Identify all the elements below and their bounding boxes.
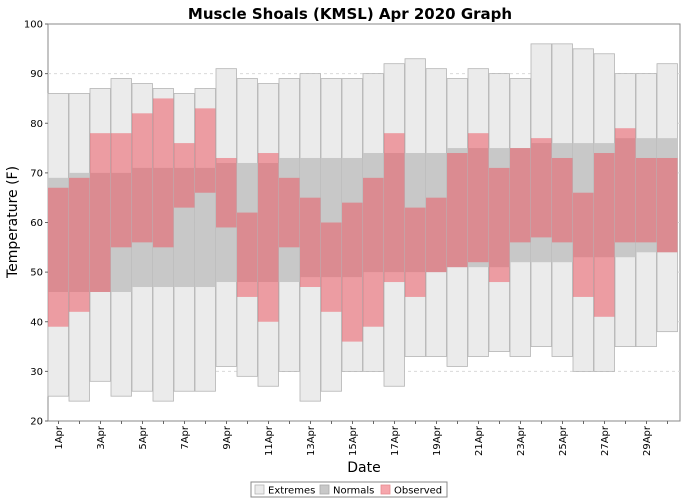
x-tick-label: 5Apr [138, 425, 149, 450]
x-tick-label: 1Apr [54, 425, 65, 450]
observed-bar [615, 128, 636, 243]
observed-bar [195, 108, 216, 193]
observed-bar [657, 157, 678, 253]
y-axis-title: Temperature (F) [5, 166, 21, 279]
observed-bar [321, 222, 342, 312]
observed-bar [468, 133, 489, 263]
observed-bar [300, 197, 321, 288]
y-tick-label: 40 [30, 317, 43, 328]
observed-bar [594, 153, 615, 317]
x-tick-label: 19Apr [432, 425, 443, 456]
observed-bar [489, 167, 510, 283]
x-tick-label: 3Apr [96, 425, 107, 450]
x-tick-label: 29Apr [642, 425, 653, 456]
normals-bar [195, 167, 216, 288]
observed-bar [552, 157, 573, 243]
observed-bar [447, 153, 468, 268]
legend-swatch-observed [380, 484, 391, 495]
x-tick-label: 23Apr [516, 425, 527, 456]
observed-bar [405, 207, 426, 297]
x-tick-label: 21Apr [474, 425, 485, 456]
x-tick-label: 15Apr [348, 425, 359, 456]
observed-bar [573, 192, 594, 297]
x-tick-label: 13Apr [306, 425, 317, 456]
chart-title: Muscle Shoals (KMSL) Apr 2020 Graph [188, 5, 512, 23]
observed-bar [342, 202, 363, 342]
y-tick-label: 70 [30, 168, 43, 179]
y-axis-ticks: 20 30 40 50 60 70 80 90 100 [24, 20, 48, 428]
observed-bar [258, 153, 279, 322]
observed-bar [153, 98, 174, 248]
observed-bar [426, 197, 447, 273]
x-tick-label: 11Apr [264, 425, 275, 456]
x-tick-label: 9Apr [222, 425, 233, 450]
legend-swatch-extremes [254, 484, 265, 495]
legend-label-normals: Normals [333, 486, 374, 497]
y-tick-label: 90 [30, 69, 43, 80]
observed-bar [531, 138, 552, 238]
y-tick-label: 100 [24, 20, 43, 31]
observed-bar [237, 212, 258, 297]
observed-bar [384, 133, 405, 283]
x-axis-ticks: 1Apr 3Apr 5Apr 7Apr 9Apr 11Apr 13Apr 15Apr 17Apr… [54, 421, 668, 456]
observed-bar [636, 157, 657, 243]
observed-bar [174, 143, 195, 208]
observed-bars [48, 98, 678, 342]
legend-label-observed: Observed [394, 486, 442, 497]
legend-box [250, 481, 448, 498]
observed-bar [48, 187, 69, 327]
legend: Extremes Normals Observed [250, 481, 448, 498]
legend-swatch-normals [319, 484, 330, 495]
y-tick-label: 30 [30, 367, 43, 378]
observed-bar [90, 133, 111, 292]
observed-bar [132, 113, 153, 243]
x-tick-label: 17Apr [390, 425, 401, 456]
observed-bar [216, 157, 237, 228]
x-tick-label: 27Apr [600, 425, 611, 456]
x-tick-label: 25Apr [558, 425, 569, 456]
y-tick-label: 60 [30, 218, 43, 229]
observed-bar [69, 177, 90, 312]
observed-bar [510, 148, 531, 243]
observed-bar [279, 177, 300, 248]
observed-bar [111, 133, 132, 248]
legend-label-extremes: Extremes [268, 486, 315, 497]
y-tick-label: 20 [30, 417, 43, 428]
x-axis-title: Date [347, 460, 380, 476]
observed-bar [363, 177, 384, 327]
x-tick-label: 7Apr [180, 425, 191, 450]
y-tick-label: 80 [30, 119, 43, 130]
y-tick-label: 50 [30, 268, 43, 279]
